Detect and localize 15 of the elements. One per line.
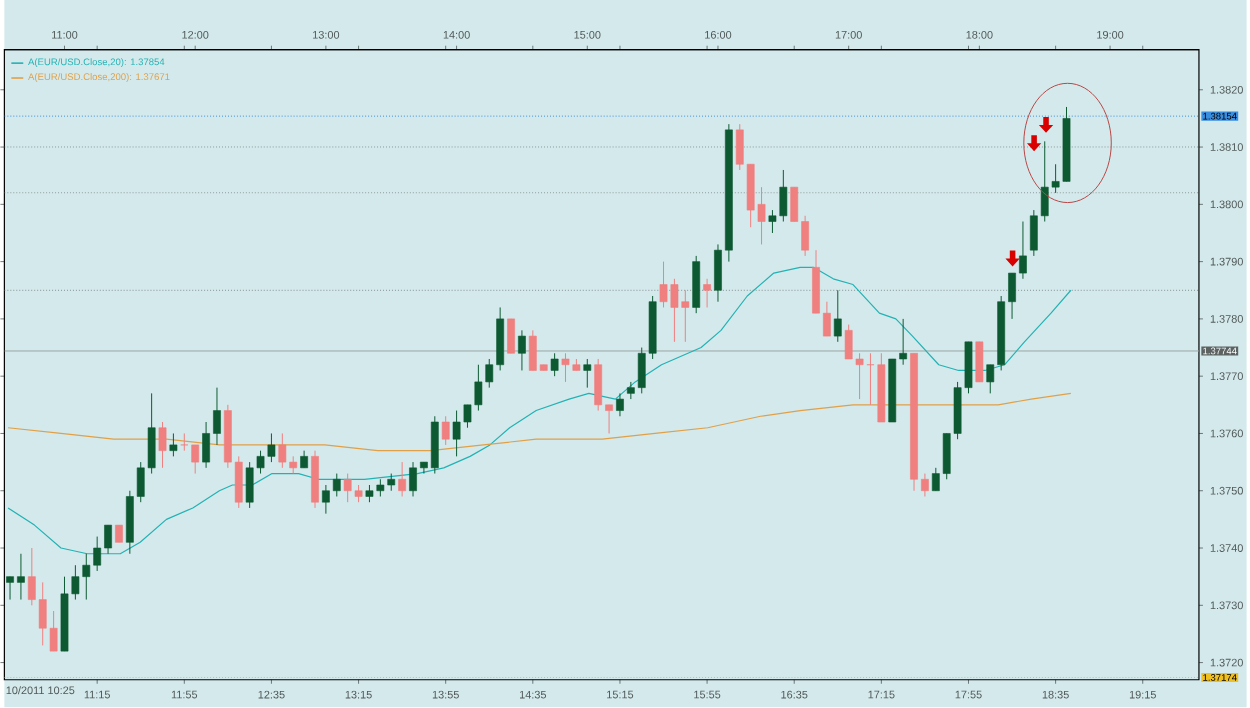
candlestick — [169, 433, 178, 458]
candlestick — [398, 461, 406, 498]
candlestick — [703, 278, 711, 309]
candlestick — [441, 415, 450, 446]
candlestick — [311, 450, 319, 509]
candlestick — [158, 421, 167, 469]
line-series — [7, 266, 1072, 555]
candlestick — [692, 255, 701, 314]
candlestick — [550, 352, 559, 377]
candlestick — [833, 289, 842, 343]
candlestick — [583, 358, 592, 389]
candlestick — [507, 318, 515, 354]
candlestick — [518, 330, 526, 372]
candlestick — [616, 393, 624, 417]
candlestick — [975, 341, 984, 383]
